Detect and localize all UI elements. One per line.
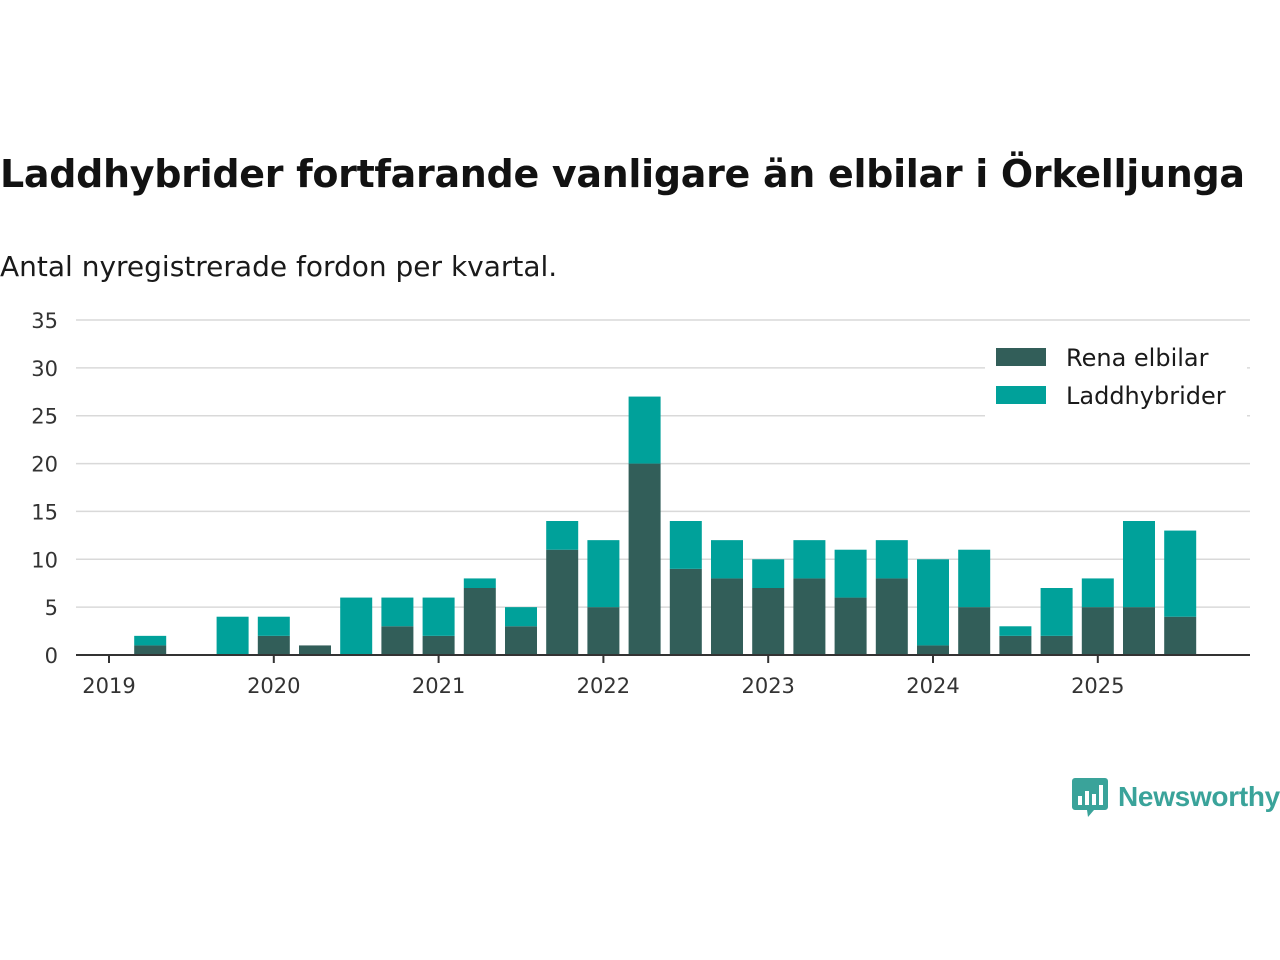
bar-laddhybrider <box>463 578 496 588</box>
x-tick-label: 2021 <box>412 674 465 698</box>
bar-rena-elbilar <box>546 549 579 655</box>
bar-rena-elbilar <box>299 645 331 655</box>
newsworthy-logo: Newsworthy <box>1072 776 1280 818</box>
bar-laddhybrider <box>1040 588 1073 636</box>
bar-laddhybrider <box>917 559 949 646</box>
bar-laddhybrider <box>628 396 661 464</box>
bar-laddhybrider <box>216 616 249 655</box>
legend-label-rena-elbilar: Rena elbilar <box>1066 344 1209 372</box>
x-tick-label: 2025 <box>1071 674 1124 698</box>
chart-title: Laddhybrider fortfarande vanligare än el… <box>0 152 1245 196</box>
bar-laddhybrider <box>1123 521 1155 608</box>
y-tick-label: 20 <box>31 453 58 477</box>
bar-rena-elbilar <box>628 463 661 655</box>
bar-rena-elbilar <box>875 578 908 655</box>
bar-rena-elbilar <box>999 635 1032 655</box>
legend-swatch-rena-elbilar <box>996 348 1046 366</box>
bar-laddhybrider <box>587 540 620 608</box>
bar-laddhybrider <box>505 607 537 627</box>
bar-laddhybrider <box>381 597 414 627</box>
x-tick-label: 2023 <box>741 674 794 698</box>
bar-laddhybrider <box>422 597 455 636</box>
bar-laddhybrider <box>752 559 785 588</box>
y-tick-label: 30 <box>31 357 58 381</box>
bar-laddhybrider <box>875 540 908 579</box>
brand-name: Newsworthy <box>1118 781 1280 812</box>
bar-rena-elbilar <box>1081 607 1114 655</box>
chart-subtitle: Antal nyregistrerade fordon per kvartal. <box>0 250 558 283</box>
bar-rena-elbilar <box>1164 616 1197 655</box>
bar-laddhybrider <box>1081 578 1114 608</box>
y-tick-label: 5 <box>45 596 58 620</box>
bar-laddhybrider <box>793 540 826 579</box>
y-tick-label: 10 <box>31 548 58 572</box>
legend-swatch-laddhybrider <box>996 386 1046 404</box>
bar-rena-elbilar <box>1123 607 1155 655</box>
bar-rena-elbilar <box>1040 635 1073 655</box>
bar-rena-elbilar <box>381 626 414 655</box>
bar-laddhybrider <box>1164 530 1197 617</box>
x-tick-label: 2022 <box>577 674 630 698</box>
y-tick-label: 35 <box>31 309 58 333</box>
bar-rena-elbilar <box>134 645 167 655</box>
bar-rena-elbilar <box>257 635 290 655</box>
bar-laddhybrider <box>340 597 373 655</box>
y-tick-label: 25 <box>31 405 58 429</box>
bar-rena-elbilar <box>505 626 537 655</box>
bar-laddhybrider <box>834 549 867 598</box>
bar-rena-elbilar <box>711 578 743 655</box>
y-tick-label: 15 <box>31 500 58 524</box>
bar-laddhybrider <box>257 616 290 636</box>
bar-laddhybrider <box>669 521 702 569</box>
bar-laddhybrider <box>546 521 579 550</box>
bar-rena-elbilar <box>752 588 785 655</box>
x-tick-label: 2024 <box>906 674 959 698</box>
bar-rena-elbilar <box>917 645 949 655</box>
bar-rena-elbilar <box>793 578 826 655</box>
bar-rena-elbilar <box>422 635 455 655</box>
bar-laddhybrider <box>711 540 743 579</box>
y-tick-label: 0 <box>45 644 58 668</box>
bar-rena-elbilar <box>834 597 867 655</box>
bar-laddhybrider <box>999 626 1032 636</box>
bar-rena-elbilar <box>587 607 620 655</box>
bar-rena-elbilar <box>463 588 496 655</box>
bar-chart-speech-bubble-icon <box>1072 778 1108 817</box>
x-tick-label: 2019 <box>82 674 135 698</box>
bar-rena-elbilar <box>669 568 702 655</box>
bar-laddhybrider <box>134 635 167 646</box>
legend-label-laddhybrider: Laddhybrider <box>1066 382 1226 410</box>
bar-laddhybrider <box>958 549 991 608</box>
x-tick-label: 2020 <box>247 674 300 698</box>
bar-rena-elbilar <box>958 607 991 655</box>
